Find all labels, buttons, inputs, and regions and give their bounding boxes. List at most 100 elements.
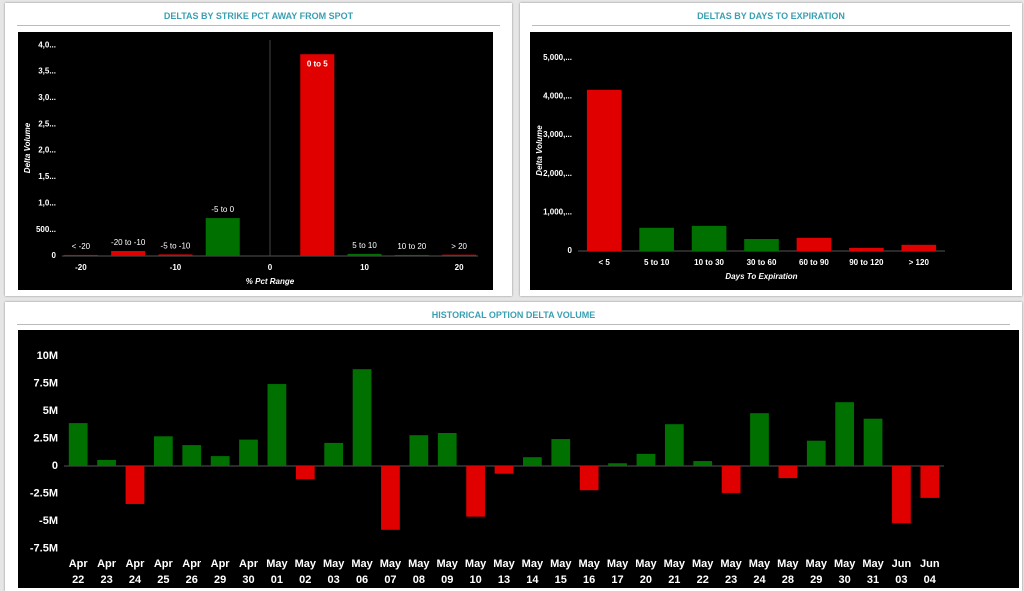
bar xyxy=(182,445,202,466)
panel-title: DELTAS BY DAYS TO EXPIRATION xyxy=(697,11,845,21)
x-tick-label: May 06 xyxy=(351,558,373,586)
x-axis-title: % Pct Range xyxy=(246,277,295,286)
y-tick-label: 10M xyxy=(37,350,58,362)
bar xyxy=(324,442,344,466)
y-tick-label: 0 xyxy=(52,460,58,472)
y-tick-label: 3,5... xyxy=(38,67,56,76)
x-tick-label: -10 xyxy=(170,263,182,272)
bar-label: -5 to -10 xyxy=(161,242,191,251)
bar xyxy=(863,418,883,466)
bar xyxy=(849,247,884,251)
bar xyxy=(267,384,287,466)
y-tick-label: 2,000,... xyxy=(543,169,572,178)
bar xyxy=(551,439,571,466)
bar xyxy=(153,436,173,466)
bar xyxy=(835,402,855,466)
y-tick-label: 5M xyxy=(43,405,58,417)
bar xyxy=(295,466,315,480)
bar xyxy=(901,244,937,251)
x-tick-label: Apr 23 xyxy=(97,558,117,586)
bar xyxy=(494,466,514,474)
x-tick-label: May 16 xyxy=(578,558,600,586)
y-tick-label: 2,0... xyxy=(38,146,56,155)
bar xyxy=(693,461,713,466)
x-tick-label: May 28 xyxy=(777,558,799,586)
x-tick-label: May 29 xyxy=(805,558,827,586)
y-tick-label: -7.5M xyxy=(30,542,58,554)
plot-area: 0 1,000,... 2,000,... 3,000,... 4,000,... 5,0… xyxy=(530,32,1012,290)
x-tick-label: 10 to 30 xyxy=(694,258,724,267)
bar-label: -5 to 0 xyxy=(211,205,234,214)
x-tick-label: May 09 xyxy=(436,558,458,586)
bar xyxy=(239,439,258,466)
x-tick-label: 90 to 120 xyxy=(849,258,884,267)
bar xyxy=(300,54,335,256)
y-tick-label: 5,000,... xyxy=(543,53,572,62)
x-tick-label: 20 xyxy=(455,263,464,272)
bar-label: > 20 xyxy=(451,242,467,251)
bar-label: -20 to -10 xyxy=(111,238,146,247)
y-tick-label: -5M xyxy=(39,515,58,527)
x-tick-label: -20 xyxy=(75,263,87,272)
x-tick-label: Apr 26 xyxy=(182,558,202,586)
bar xyxy=(579,466,599,491)
bar xyxy=(806,440,826,466)
chart: 0 1,000,... 2,000,... 3,000,... 4,000,... 5,0… xyxy=(535,53,945,281)
x-tick-label: Apr 30 xyxy=(239,558,258,586)
y-tick-label: 1,5... xyxy=(38,172,56,181)
x-tick-label: May 08 xyxy=(408,558,430,586)
title-rule xyxy=(17,25,500,26)
x-tick-label: > 120 xyxy=(909,258,930,267)
bar xyxy=(796,237,832,251)
x-tick-label: Apr 22 xyxy=(68,558,88,586)
panel: HISTORICAL OPTION DELTA VOLUME -7.5M -5M -… xyxy=(5,302,1022,591)
y-tick-label: 0 xyxy=(568,246,573,255)
x-tick-label: Jun 03 xyxy=(891,558,912,586)
bar-label: 0 to 5 xyxy=(307,59,328,68)
plot-area: 0 500... 1,0... 1,5... 2,0... 2,5... 3,0... 3,5… xyxy=(18,32,493,290)
y-tick-label: 2,5... xyxy=(38,119,56,128)
bar xyxy=(409,435,429,466)
bar xyxy=(639,227,674,251)
x-tick-label: May 23 xyxy=(720,558,742,586)
x-tick-label: May 10 xyxy=(464,558,487,586)
y-tick-label: 1,0... xyxy=(38,198,56,207)
bar-label: 5 to 10 xyxy=(352,241,377,250)
x-tick-label: Apr 24 xyxy=(125,558,145,586)
bar xyxy=(608,463,627,466)
bar xyxy=(68,423,88,466)
y-tick-label: 4,0... xyxy=(38,40,56,49)
x-tick-label: May 13 xyxy=(493,558,515,586)
x-tick-label: < 5 xyxy=(599,258,611,267)
bar xyxy=(586,89,622,251)
bar xyxy=(158,254,193,256)
y-tick-label: 2.5M xyxy=(34,432,58,444)
bar xyxy=(750,413,769,466)
bar xyxy=(210,456,230,466)
y-tick-label: 3,0... xyxy=(38,93,56,102)
x-tick-label: Jun 04 xyxy=(920,558,940,586)
bar xyxy=(523,457,542,466)
bar xyxy=(744,239,779,251)
bar xyxy=(636,453,656,466)
plot-area: -7.5M -5M -2.5M 0 2.5M 5M 7.5M 10M Apr 22 Apr 23… xyxy=(18,330,1019,588)
panel: DELTAS BY STRIKE PCT AWAY FROM SPOT 0 500… xyxy=(5,3,512,296)
x-tick-label: 10 xyxy=(360,263,369,272)
bar xyxy=(394,254,429,256)
bar xyxy=(437,433,457,466)
chart: -7.5M -5M -2.5M 0 2.5M 5M 7.5M 10M xyxy=(30,350,944,554)
bar xyxy=(347,253,382,256)
bar-label: 10 to 20 xyxy=(397,242,426,251)
x-tick-label: May 07 xyxy=(379,558,402,586)
bar xyxy=(352,369,372,466)
bar xyxy=(920,466,940,498)
x-tick-label: 5 to 10 xyxy=(644,258,670,267)
x-tick-label: 30 to 60 xyxy=(747,258,777,267)
title-rule xyxy=(532,25,1010,26)
y-tick-label: 1,000,... xyxy=(543,207,572,216)
y-tick-label: 3,000,... xyxy=(543,130,572,139)
bar xyxy=(466,466,485,517)
bar-label: < -20 xyxy=(72,242,91,251)
x-tick-label: May 17 xyxy=(606,558,629,586)
